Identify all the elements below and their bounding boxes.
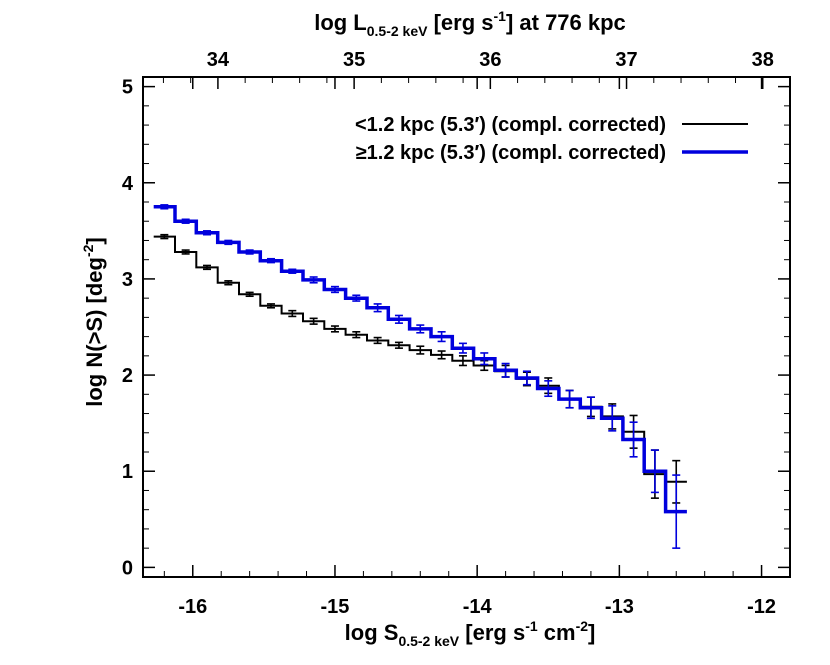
x2-tick-label: 36 [479,49,501,71]
series-2 [153,204,687,549]
x2-tick-label: 38 [752,49,774,71]
series-layer [153,204,687,549]
x-tick-label: -16 [178,596,207,618]
y-tick-label: 3 [122,269,133,291]
plot-border [142,76,791,578]
x2-tick-label: 35 [343,49,365,71]
y-tick-label: 1 [122,461,133,483]
y-tick-label: 5 [122,77,133,99]
x2-tick-label: 34 [207,49,230,71]
series-1 [153,233,687,504]
legend-label-2: ≥1.2 kpc (5.3′) (compl. corrected) [356,142,666,164]
legend: <1.2 kpc (5.3′) (compl. corrected) ≥1.2 k… [355,114,748,164]
y-ticks: 0 1 2 3 4 5 [122,77,790,579]
x2-ticks: 34 35 36 37 38 [162,49,791,89]
x-tick-label: -14 [463,596,493,618]
plot-frame [142,76,791,578]
series-step-line [153,235,687,483]
y-tick-label: 4 [122,173,134,195]
x-tick-label: -15 [321,596,350,618]
y-axis-label: log N(>S) [deg-2] [80,237,107,407]
legend-label-1: <1.2 kpc (5.3′) (compl. corrected) [355,114,666,136]
x-axis-label: log S0.5-2 keV [erg s-1 cm-2] [345,618,596,649]
series-step-line [153,205,687,514]
top-axis-label: log L0.5-2 keV [erg s-1] at 776 kpc [314,8,626,39]
x-tick-label: -12 [747,596,776,618]
y-tick-label: 2 [122,365,133,387]
y-tick-label: 0 [122,557,133,579]
x2-tick-label: 37 [615,49,637,71]
x-tick-label: -13 [605,596,634,618]
x-ticks: -16 -15 -14 -13 -12 [163,77,791,618]
